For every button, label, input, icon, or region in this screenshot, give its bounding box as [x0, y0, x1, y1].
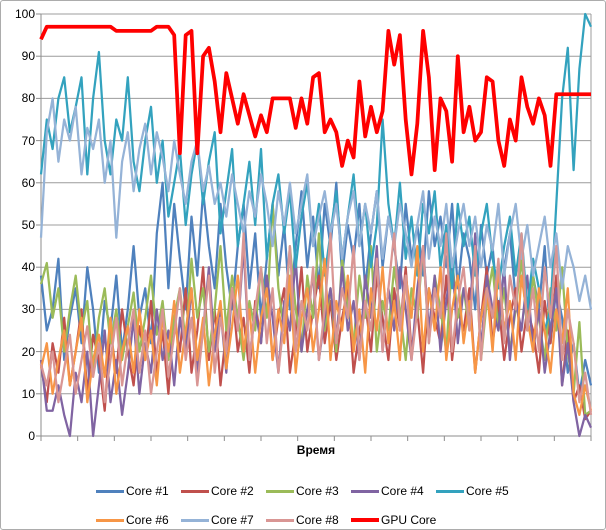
y-axis-tick-label: 80	[21, 91, 35, 106]
x-axis-title: Время	[296, 443, 336, 457]
y-axis-tick-label: 70	[21, 133, 35, 148]
legend-label: Core #2	[211, 484, 254, 498]
legend-entry-core-7[interactable]: Core #7	[181, 513, 266, 527]
legend-label: Core #5	[466, 484, 509, 498]
y-axis-tick-label: 50	[21, 218, 35, 232]
series-line-core-7[interactable]	[39, 97, 593, 310]
series-line-gpu-core[interactable]	[39, 24, 591, 177]
legend-entry-core-1[interactable]: Core #1	[96, 484, 181, 498]
legend-label: Core #4	[381, 484, 424, 498]
legend-swatch	[351, 518, 379, 522]
y-axis-tick-label: 100	[14, 7, 35, 21]
legend-label: GPU Core	[381, 513, 437, 527]
legend-swatch	[181, 489, 209, 493]
legend-row-1: Core #1 Core #2 Core #3 Core #4 Core #5	[96, 484, 509, 498]
legend-label: Core #6	[126, 513, 169, 527]
legend-label: Core #3	[296, 484, 339, 498]
y-axis-tick-label: 60	[21, 175, 35, 190]
legend-entry-core-5[interactable]: Core #5	[436, 484, 509, 498]
y-axis-tick-label: 20	[21, 344, 35, 359]
legend-label: Core #8	[296, 513, 339, 527]
legend-entry-core-3[interactable]: Core #3	[266, 484, 351, 498]
legend-entry-core-2[interactable]: Core #2	[181, 484, 266, 498]
legend-swatch	[181, 518, 209, 522]
y-axis-tick-label: 40	[21, 260, 35, 275]
legend-swatch	[351, 489, 379, 493]
y-axis-tick-label: 90	[21, 49, 35, 64]
y-axis-tick-label: 10	[21, 386, 35, 401]
legend-swatch	[266, 489, 294, 493]
legend-entry-core-4[interactable]: Core #4	[351, 484, 436, 498]
legend-swatch	[96, 518, 124, 522]
legend-swatch	[266, 518, 294, 522]
legend-entry-core-6[interactable]: Core #6	[96, 513, 181, 527]
legend-entry-gpu-core[interactable]: GPU Core	[351, 513, 436, 527]
legend-entry-core-8[interactable]: Core #8	[266, 513, 351, 527]
series-line-core-8[interactable]	[39, 232, 593, 416]
y-axis-tick-label: 0	[28, 429, 35, 443]
legend-label: Core #1	[126, 484, 169, 498]
legend-swatch	[96, 489, 124, 493]
legend-row-2: Core #6 Core #7 Core #8 GPU Core	[96, 513, 436, 527]
y-axis-tick-label: 30	[21, 302, 35, 317]
legend-swatch	[436, 489, 464, 493]
legend-label: Core #7	[211, 513, 254, 527]
